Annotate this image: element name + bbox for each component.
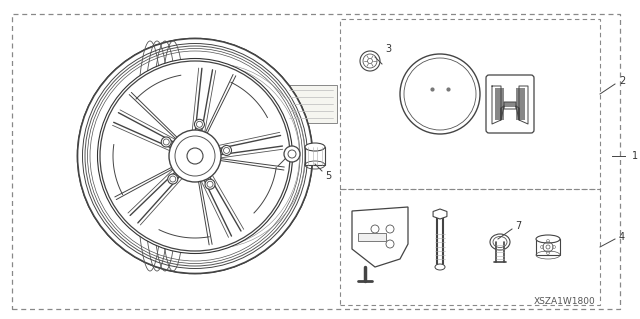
Text: 4: 4 xyxy=(619,232,625,242)
Text: 6: 6 xyxy=(269,167,275,177)
Polygon shape xyxy=(504,102,516,107)
Ellipse shape xyxy=(77,39,312,273)
Ellipse shape xyxy=(195,119,204,129)
Text: 2: 2 xyxy=(619,76,625,86)
Ellipse shape xyxy=(161,137,172,147)
Text: 1: 1 xyxy=(632,151,638,161)
Ellipse shape xyxy=(536,235,560,243)
Ellipse shape xyxy=(360,51,380,71)
Bar xyxy=(495,88,504,120)
Text: 5: 5 xyxy=(325,171,331,181)
Ellipse shape xyxy=(168,174,178,184)
Ellipse shape xyxy=(400,54,480,134)
Bar xyxy=(358,233,386,241)
Bar xyxy=(340,189,600,305)
Bar xyxy=(285,85,337,123)
Ellipse shape xyxy=(205,179,215,189)
Ellipse shape xyxy=(187,148,203,164)
Polygon shape xyxy=(352,207,408,267)
Bar xyxy=(516,88,525,120)
Ellipse shape xyxy=(97,58,292,254)
Bar xyxy=(305,147,325,165)
Ellipse shape xyxy=(284,146,300,162)
FancyBboxPatch shape xyxy=(486,75,534,133)
Ellipse shape xyxy=(305,143,325,151)
Text: 7: 7 xyxy=(515,221,521,231)
Ellipse shape xyxy=(435,264,445,270)
Ellipse shape xyxy=(169,130,221,182)
Text: XSZA1W1800: XSZA1W1800 xyxy=(534,296,596,306)
Bar xyxy=(536,239,560,255)
Ellipse shape xyxy=(100,61,290,251)
Ellipse shape xyxy=(221,145,232,155)
Polygon shape xyxy=(433,209,447,219)
Bar xyxy=(340,19,600,189)
Ellipse shape xyxy=(77,39,312,273)
Ellipse shape xyxy=(490,234,510,250)
Text: 3: 3 xyxy=(385,44,391,54)
